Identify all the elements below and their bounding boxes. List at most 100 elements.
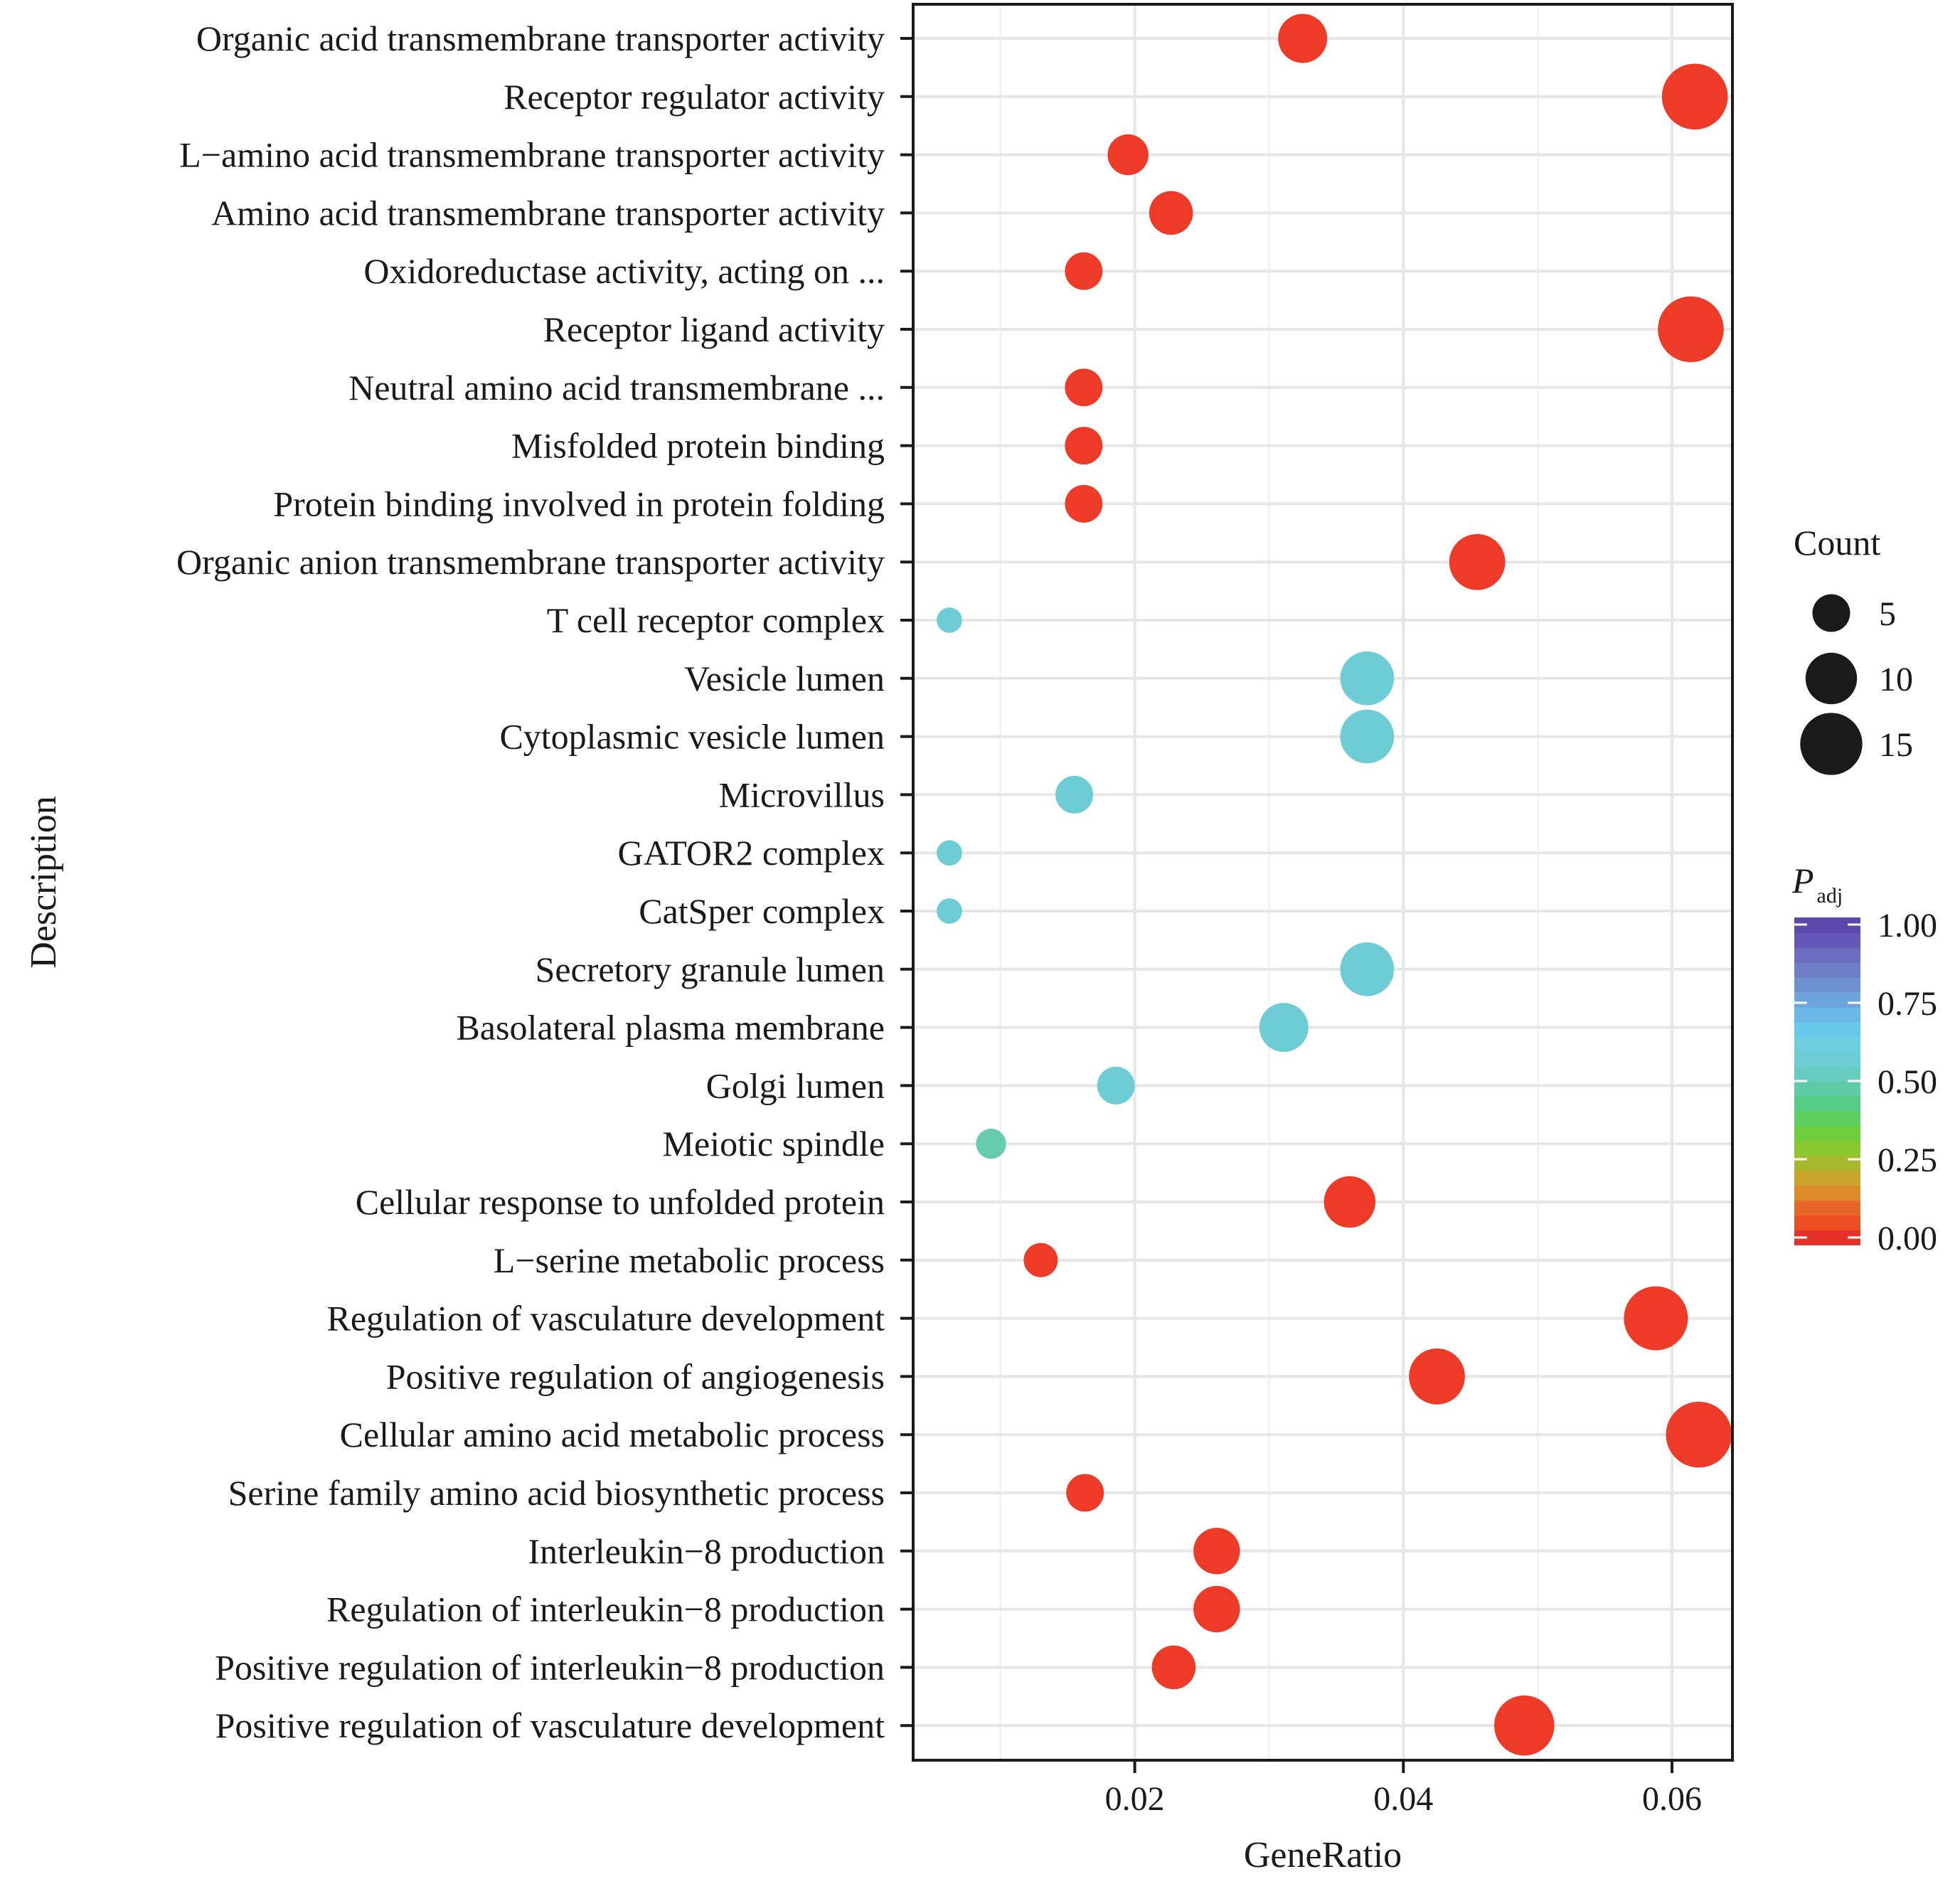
y-tick-label: Secretory granule lumen bbox=[536, 949, 885, 989]
y-tick-label: Regulation of interleukin−8 production bbox=[326, 1590, 885, 1629]
y-tick-label: T cell receptor complex bbox=[547, 600, 885, 640]
y-tick-label: Microvillus bbox=[719, 775, 885, 814]
colorbar-segment bbox=[1794, 1215, 1860, 1231]
data-point bbox=[1278, 14, 1328, 63]
colorbar-segment bbox=[1794, 932, 1860, 948]
colorbar-segment bbox=[1794, 917, 1860, 933]
data-point bbox=[1493, 1695, 1555, 1756]
x-axis-tick-labels: 0.02 0.04 0.06 bbox=[1105, 1760, 1702, 1818]
y-tick-label: Misfolded protein binding bbox=[511, 426, 885, 466]
colorbar-segment bbox=[1794, 1200, 1860, 1216]
data-point bbox=[1658, 296, 1724, 363]
colorbar-segment bbox=[1794, 962, 1860, 978]
x-tick-label: 0.02 bbox=[1105, 1780, 1165, 1818]
y-tick-label: Serine family amino acid biosynthetic pr… bbox=[228, 1473, 885, 1513]
data-point bbox=[937, 898, 962, 924]
colorbar-segment bbox=[1794, 1081, 1860, 1097]
colorbar-segment bbox=[1794, 1185, 1860, 1201]
y-tick-label: Regulation of vasculature development bbox=[327, 1299, 885, 1338]
data-point bbox=[1661, 63, 1728, 130]
y-tick-label: Meiotic spindle bbox=[663, 1124, 885, 1164]
y-tick-label: L−amino acid transmembrane transporter a… bbox=[179, 135, 885, 175]
y-tick-label: Vesicle lumen bbox=[684, 659, 885, 698]
data-point bbox=[1340, 651, 1395, 706]
y-tick-label: Receptor ligand activity bbox=[543, 309, 885, 349]
data-point bbox=[1065, 484, 1103, 523]
data-point bbox=[1193, 1585, 1240, 1633]
y-tick-label: Positive regulation of interleukin−8 pro… bbox=[215, 1647, 885, 1687]
y-tick-label: Neutral amino acid transmembrane ... bbox=[348, 368, 885, 408]
colorbar-segment bbox=[1794, 1170, 1860, 1186]
x-tick-label: 0.04 bbox=[1373, 1780, 1433, 1818]
data-point bbox=[1065, 427, 1103, 465]
colorbar-segment bbox=[1794, 1230, 1860, 1245]
data-point bbox=[1065, 252, 1103, 290]
y-tick-label: Positive regulation of angiogenesis bbox=[386, 1356, 885, 1396]
data-point bbox=[1624, 1286, 1688, 1351]
colorbar-segment bbox=[1794, 1066, 1860, 1082]
colorbar-segment bbox=[1794, 1095, 1860, 1112]
colorbar-segment bbox=[1794, 1051, 1860, 1068]
data-point bbox=[1340, 709, 1395, 764]
colorbar-segment bbox=[1794, 976, 1860, 993]
y-tick-label: Cellular response to unfolded protein bbox=[356, 1182, 885, 1222]
colorbar-segment bbox=[1794, 1140, 1860, 1156]
data-point bbox=[937, 840, 962, 866]
data-point bbox=[1323, 1176, 1375, 1228]
x-tick-label: 0.06 bbox=[1642, 1780, 1702, 1818]
y-tick-label: CatSper complex bbox=[639, 891, 885, 931]
data-point bbox=[937, 607, 962, 633]
colorbar-segment bbox=[1794, 1006, 1860, 1023]
data-point bbox=[1097, 1066, 1135, 1104]
padj-legend-title-main: P bbox=[1791, 861, 1814, 900]
colorbar-segment bbox=[1794, 1036, 1860, 1053]
y-tick-label: Organic anion transmembrane transporter … bbox=[176, 542, 885, 582]
y-tick-label: Positive regulation of vasculature devel… bbox=[215, 1705, 885, 1745]
colorbar-tick-label: 1.00 bbox=[1878, 907, 1937, 944]
y-tick-label: L−serine metabolic process bbox=[494, 1240, 885, 1280]
colorbar-segment bbox=[1794, 1155, 1860, 1171]
data-point bbox=[1023, 1242, 1058, 1277]
y-tick-label: Golgi lumen bbox=[706, 1065, 885, 1105]
y-tick-label: Cellular amino acid metabolic process bbox=[340, 1415, 885, 1454]
data-point bbox=[1340, 942, 1395, 996]
plot-frame bbox=[912, 3, 1734, 1762]
y-tick-label: Amino acid transmembrane transporter act… bbox=[211, 193, 885, 233]
colorbar-tick-label: 0.50 bbox=[1878, 1063, 1937, 1101]
grid-lines bbox=[913, 4, 1732, 1760]
padj-legend-title-subscript: adj bbox=[1817, 884, 1843, 907]
count-legend-dot bbox=[1800, 713, 1863, 775]
count-legend-label: 5 bbox=[1879, 595, 1896, 633]
y-axis-label: Description bbox=[23, 796, 64, 969]
colorbar-segment bbox=[1794, 1110, 1860, 1127]
count-legend-label: 15 bbox=[1879, 726, 1913, 764]
y-tick-label: Oxidoreductase activity, acting on ... bbox=[363, 251, 885, 291]
colorbar-segment bbox=[1794, 1021, 1860, 1038]
y-tick-label: Cytoplasmic vesicle lumen bbox=[499, 717, 885, 757]
y-tick-label: Interleukin−8 production bbox=[528, 1531, 885, 1571]
colorbar-segment bbox=[1794, 991, 1860, 1008]
data-point bbox=[1259, 1003, 1309, 1053]
count-legend-dot bbox=[1812, 594, 1850, 632]
data-point bbox=[1066, 1474, 1104, 1512]
data-point bbox=[1055, 775, 1094, 814]
data-point bbox=[1065, 368, 1103, 407]
count-size-legend: Count 5 10 15 bbox=[1794, 523, 1913, 775]
data-point bbox=[1193, 1528, 1240, 1575]
y-tick-label: Protein binding involved in protein fold… bbox=[273, 484, 885, 523]
data-point bbox=[1449, 533, 1506, 590]
x-axis-label: GeneRatio bbox=[1244, 1835, 1402, 1875]
colorbar-tick-label: 0.75 bbox=[1878, 985, 1937, 1023]
y-tick-label: Receptor regulator activity bbox=[504, 77, 885, 117]
data-point bbox=[1149, 191, 1193, 235]
y-tick-label: Basolateral plasma membrane bbox=[456, 1008, 885, 1048]
count-legend-dot bbox=[1805, 652, 1858, 705]
colorbar-tick-label: 0.25 bbox=[1878, 1141, 1937, 1179]
count-legend-label: 10 bbox=[1879, 661, 1913, 698]
data-point bbox=[976, 1129, 1006, 1159]
y-axis-tick-labels: Organic acid transmembrane transporter a… bbox=[176, 18, 913, 1745]
count-legend-title: Count bbox=[1794, 523, 1880, 563]
